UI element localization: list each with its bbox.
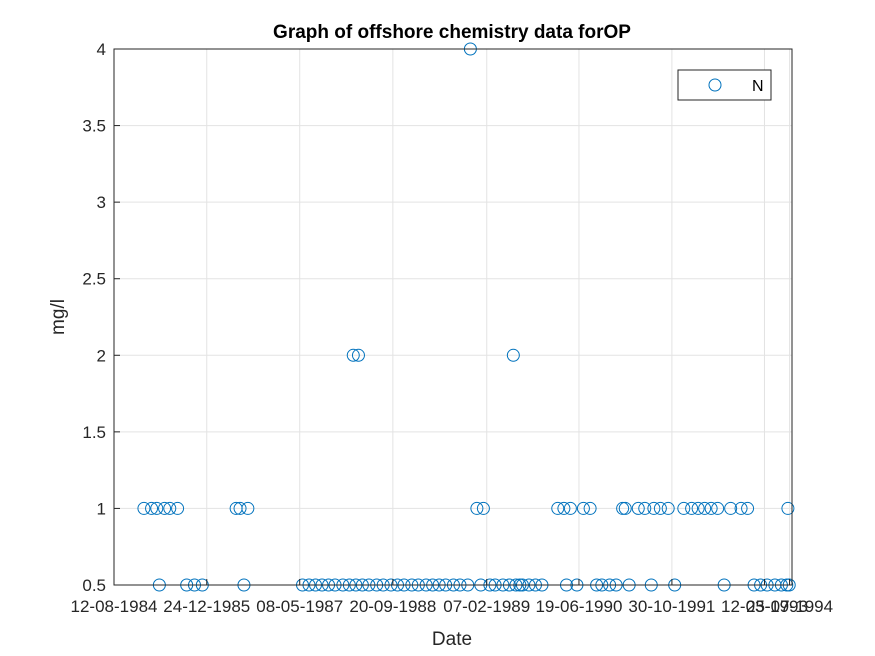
- data-point: [137, 501, 151, 515]
- data-point: [145, 501, 159, 515]
- data-point: [171, 501, 185, 515]
- y-axis-ticks: 0.5 1 1.5 2 2.5 3 3.5 4: [82, 40, 120, 595]
- x-axis-ticks: 12-08-1984 24-12-1985 08-05-1987 20-09-1988…: [71, 579, 833, 616]
- data-point: [661, 501, 675, 515]
- data-point: [647, 501, 661, 515]
- data-point: [704, 501, 718, 515]
- data-point: [653, 501, 667, 515]
- x-tick-label: 08-05-1987: [256, 597, 343, 616]
- legend-label-n: N: [752, 78, 764, 95]
- axes-background: [114, 49, 792, 585]
- data-point: [233, 501, 247, 515]
- data-point: [557, 501, 571, 515]
- data-point: [691, 501, 705, 515]
- data-point: [698, 501, 712, 515]
- x-tick-label: 12-08-1984: [71, 597, 158, 616]
- y-tick-label: 1: [97, 499, 106, 518]
- data-point: [638, 501, 652, 515]
- data-point: [711, 501, 725, 515]
- x-tick-label: 20-09-1988: [349, 597, 436, 616]
- chart-title: Graph of offshore chemistry data forOP: [273, 22, 631, 43]
- data-point: [576, 501, 590, 515]
- x-tick-label: 24-12-1985: [163, 597, 250, 616]
- x-tick-label: 30-10-1991: [628, 597, 715, 616]
- x-tick-label: 07-02-1989: [443, 597, 530, 616]
- data-point: [163, 501, 177, 515]
- data-point: [346, 348, 360, 362]
- y-tick-label: 3.5: [82, 117, 106, 136]
- data-point: [551, 501, 565, 515]
- data-point: [241, 501, 255, 515]
- y-tick-label: 2.5: [82, 270, 106, 289]
- axes-box: [113, 48, 793, 586]
- y-axis-label: mg/l: [48, 299, 69, 335]
- data-point: [734, 501, 748, 515]
- data-point: [631, 501, 645, 515]
- x-tick-label: 19-06-1990: [535, 597, 622, 616]
- data-point: [677, 501, 691, 515]
- x-tick-label: 25-07-1994: [746, 597, 833, 616]
- data-point: [476, 501, 490, 515]
- data-point: [470, 501, 484, 515]
- legend-marker: [708, 78, 722, 92]
- data-point: [741, 501, 755, 515]
- plot-area: 12-08-1984 24-12-1985 08-05-1987 20-09-1988…: [71, 40, 834, 616]
- data-point: [506, 348, 520, 362]
- data-point: [583, 501, 597, 515]
- x-tick-label: 12-03-1993: [721, 597, 808, 616]
- y-tick-label: 1.5: [82, 423, 106, 442]
- data-point: [618, 501, 632, 515]
- y-tick-label: 3: [97, 193, 106, 212]
- y-tick-label: 0.5: [82, 576, 106, 595]
- data-point: [563, 501, 577, 515]
- data-point: [158, 501, 172, 515]
- y-tick-label: 2: [97, 346, 106, 365]
- data-point: [150, 501, 164, 515]
- y-tick-label: 4: [97, 40, 106, 59]
- x-axis-label: Date: [432, 629, 472, 650]
- data-point: [616, 501, 630, 515]
- data-point: [724, 501, 738, 515]
- legend-box: [677, 69, 772, 101]
- data-point: [351, 348, 365, 362]
- data-point: [685, 501, 699, 515]
- data-point: [781, 501, 795, 515]
- legend: N: [677, 69, 772, 101]
